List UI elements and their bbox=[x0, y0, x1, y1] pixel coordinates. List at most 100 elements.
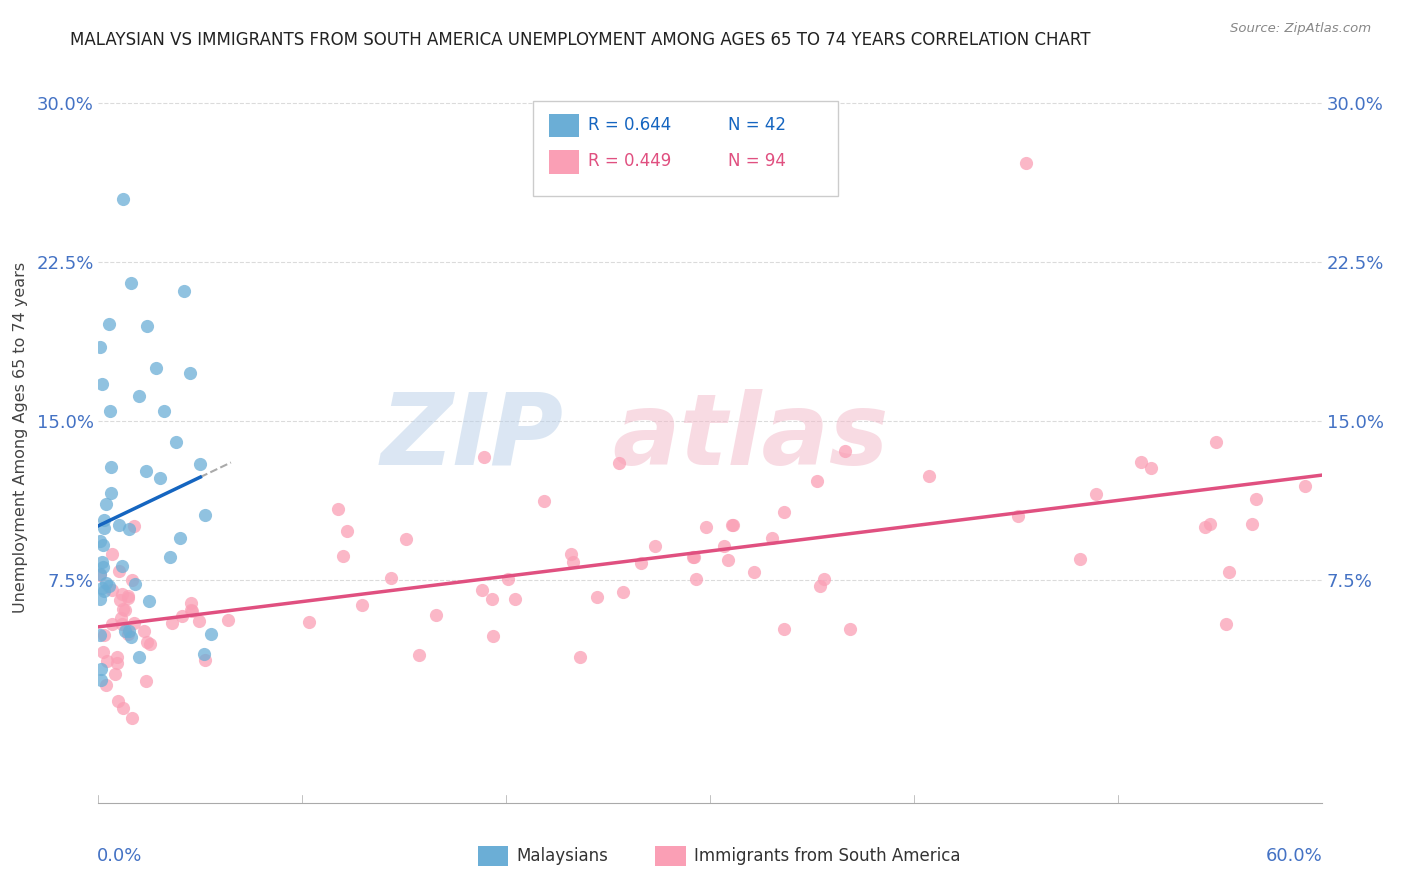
Point bbox=[100, 460, 122, 475]
Point bbox=[1241, 517, 1264, 532]
Text: 60.0%: 60.0% bbox=[1267, 847, 1323, 864]
Point bbox=[90, 555, 112, 569]
Point bbox=[1140, 461, 1163, 475]
Point bbox=[108, 564, 131, 578]
Point bbox=[180, 602, 202, 616]
Point bbox=[472, 450, 495, 465]
Point bbox=[713, 540, 735, 554]
Point bbox=[152, 403, 174, 417]
Point bbox=[135, 464, 157, 478]
Point bbox=[149, 471, 172, 485]
Point bbox=[607, 456, 630, 470]
Point bbox=[89, 628, 111, 642]
Point bbox=[187, 615, 209, 629]
Point bbox=[772, 505, 794, 519]
Point bbox=[350, 598, 373, 612]
Point bbox=[136, 318, 159, 333]
Point bbox=[217, 614, 239, 628]
Point bbox=[94, 576, 117, 591]
Point bbox=[136, 634, 159, 648]
Point bbox=[124, 615, 146, 630]
Point bbox=[1244, 492, 1267, 507]
Point bbox=[717, 553, 740, 567]
Point bbox=[742, 565, 765, 579]
Point bbox=[120, 630, 142, 644]
Point bbox=[326, 501, 349, 516]
Point bbox=[194, 653, 217, 667]
Point bbox=[100, 616, 122, 631]
Point bbox=[101, 582, 124, 597]
Point bbox=[111, 586, 134, 600]
Point bbox=[111, 617, 134, 632]
Point bbox=[89, 340, 111, 354]
Point bbox=[808, 579, 831, 593]
Point bbox=[93, 521, 115, 535]
Point bbox=[505, 591, 527, 606]
Point bbox=[179, 367, 201, 381]
Point bbox=[1294, 478, 1316, 492]
Point bbox=[695, 520, 717, 534]
Point bbox=[761, 531, 783, 545]
Point bbox=[612, 584, 634, 599]
Point bbox=[91, 559, 114, 574]
Point bbox=[110, 610, 132, 624]
Point bbox=[100, 486, 122, 500]
FancyBboxPatch shape bbox=[533, 101, 838, 195]
Point bbox=[134, 673, 156, 688]
Point bbox=[159, 550, 181, 565]
Point bbox=[114, 624, 136, 638]
Text: Immigrants from South America: Immigrants from South America bbox=[695, 847, 960, 865]
Point bbox=[834, 443, 856, 458]
Point bbox=[160, 616, 183, 631]
Point bbox=[170, 609, 193, 624]
Point bbox=[132, 624, 155, 638]
Point bbox=[395, 532, 418, 546]
Point bbox=[482, 629, 505, 643]
Point bbox=[336, 524, 359, 538]
Point bbox=[105, 649, 128, 664]
Point bbox=[121, 573, 143, 587]
Point bbox=[121, 711, 143, 725]
Point bbox=[90, 673, 112, 687]
Point bbox=[128, 389, 150, 403]
Point bbox=[1215, 617, 1237, 632]
Point bbox=[813, 572, 835, 586]
Point bbox=[165, 435, 187, 450]
Point bbox=[117, 589, 139, 603]
Point bbox=[1015, 155, 1038, 169]
Point bbox=[103, 667, 125, 681]
Point bbox=[188, 457, 212, 471]
Point bbox=[93, 628, 115, 642]
Point bbox=[562, 555, 585, 569]
Y-axis label: Unemployment Among Ages 65 to 74 years: Unemployment Among Ages 65 to 74 years bbox=[13, 261, 28, 613]
Point bbox=[117, 591, 139, 606]
Point bbox=[560, 547, 582, 561]
Point bbox=[194, 508, 217, 522]
Point bbox=[94, 678, 117, 692]
Point bbox=[496, 573, 519, 587]
Point bbox=[98, 404, 121, 418]
Point bbox=[91, 645, 114, 659]
Point bbox=[124, 577, 146, 591]
Point bbox=[107, 694, 129, 708]
Point bbox=[89, 534, 111, 549]
Point bbox=[723, 518, 745, 533]
Point bbox=[1130, 455, 1153, 469]
Point bbox=[180, 596, 202, 610]
Point bbox=[145, 361, 167, 376]
Text: MALAYSIAN VS IMMIGRANTS FROM SOUTH AMERICA UNEMPLOYMENT AMONG AGES 65 TO 74 YEAR: MALAYSIAN VS IMMIGRANTS FROM SOUTH AMERI… bbox=[70, 31, 1091, 49]
Text: 0.0%: 0.0% bbox=[97, 847, 142, 864]
Point bbox=[101, 548, 124, 562]
Point bbox=[169, 531, 191, 545]
Point bbox=[193, 647, 215, 661]
Text: atlas: atlas bbox=[612, 389, 889, 485]
Point bbox=[118, 624, 141, 638]
Point bbox=[173, 284, 195, 298]
Text: Source: ZipAtlas.com: Source: ZipAtlas.com bbox=[1230, 22, 1371, 36]
Point bbox=[117, 627, 139, 641]
Point bbox=[1069, 552, 1091, 566]
Point bbox=[120, 277, 142, 291]
Point bbox=[685, 572, 707, 586]
Point bbox=[471, 583, 494, 598]
Point bbox=[118, 522, 141, 536]
